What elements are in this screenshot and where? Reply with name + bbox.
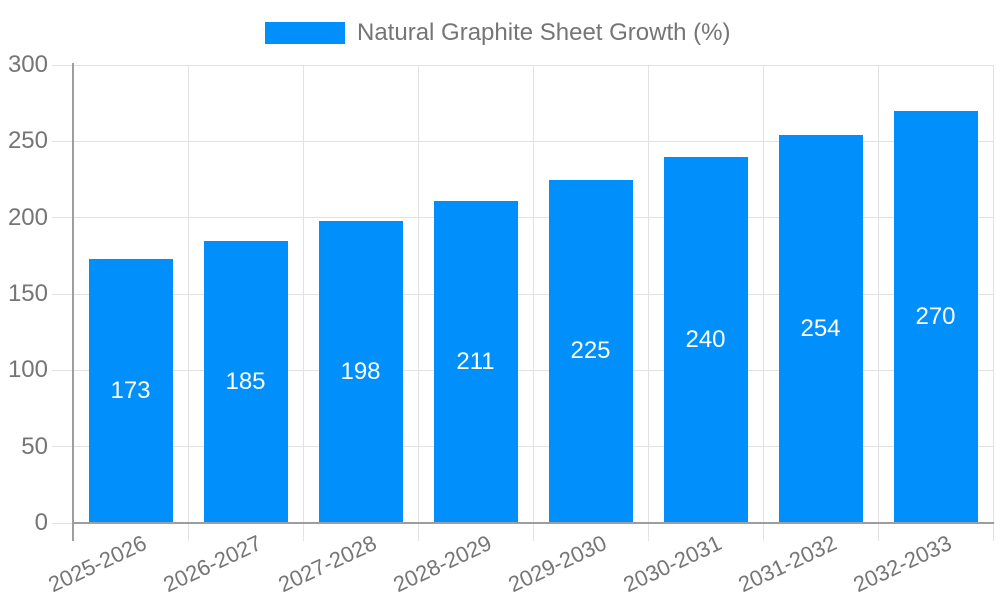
- y-axis-tick-label: 300: [7, 51, 48, 78]
- y-axis-tick: [52, 522, 73, 524]
- y-axis-tick-label: 250: [7, 127, 48, 155]
- bar-2030-2031[interactable]: 240: [663, 156, 748, 523]
- x-axis-tick: [532, 523, 534, 541]
- bar-value-label: 270: [915, 302, 956, 330]
- y-axis-tick: [52, 369, 73, 371]
- x-axis-tick: [302, 523, 304, 541]
- y-axis-tick-label: 50: [21, 432, 48, 460]
- v-gridline: [992, 65, 994, 523]
- bar-2026-2027[interactable]: 185: [203, 240, 288, 523]
- v-gridline: [532, 65, 534, 523]
- y-axis-tick: [52, 140, 73, 142]
- bar-value-label: 254: [800, 315, 841, 343]
- x-axis-tick-label: 2028-2029: [389, 530, 496, 598]
- x-axis-tick-label: 2029-2030: [504, 530, 611, 598]
- y-axis-tick-label: 0: [34, 509, 48, 536]
- y-axis-tick-label: 100: [7, 356, 48, 384]
- bar-value-label: 240: [685, 325, 726, 353]
- bar-value-label: 225: [570, 337, 611, 365]
- bar-2028-2029[interactable]: 211: [433, 200, 518, 523]
- v-gridline: [877, 65, 879, 523]
- legend-swatch[interactable]: [265, 22, 345, 44]
- x-axis-tick-label: 2027-2028: [274, 530, 381, 598]
- x-axis-line: [72, 522, 994, 524]
- x-axis-tick: [877, 523, 879, 541]
- x-axis-tick-label: 2026-2027: [159, 530, 266, 598]
- y-axis-line: [72, 63, 74, 541]
- v-gridline: [762, 65, 764, 523]
- y-axis-tick: [52, 217, 73, 219]
- x-axis-tick: [417, 523, 419, 541]
- bar-value-label: 198: [340, 357, 381, 385]
- x-axis-tick-label: 2031-2032: [734, 530, 841, 598]
- v-gridline: [187, 65, 189, 523]
- y-axis-tick-label: 150: [7, 280, 48, 307]
- x-axis-tick: [647, 523, 649, 541]
- bar-value-label: 185: [225, 367, 266, 395]
- bar-2029-2030[interactable]: 225: [548, 179, 633, 523]
- x-axis-tick-label: 2025-2026: [44, 530, 151, 598]
- bar-2025-2026[interactable]: 173: [88, 258, 173, 523]
- x-axis-tick: [762, 523, 764, 541]
- x-axis-tick: [992, 523, 994, 541]
- x-axis-tick-label: 2032-2033: [849, 530, 956, 598]
- x-axis-tick-label: 2030-2031: [619, 530, 726, 598]
- bar-2032-2033[interactable]: 270: [893, 110, 978, 523]
- v-gridline: [647, 65, 649, 523]
- bar-2031-2032[interactable]: 254: [778, 135, 863, 523]
- y-axis-tick: [52, 64, 73, 66]
- legend-label[interactable]: Natural Graphite Sheet Growth (%): [357, 19, 731, 46]
- v-gridline: [417, 65, 419, 523]
- x-axis-tick: [187, 523, 189, 541]
- v-gridline: [302, 65, 304, 523]
- bar-value-label: 173: [110, 376, 151, 404]
- y-axis-tick: [52, 446, 73, 448]
- bar-value-label: 211: [456, 347, 495, 375]
- y-axis-tick-label: 200: [7, 203, 48, 231]
- y-axis-tick: [52, 293, 73, 295]
- bar-2027-2028[interactable]: 198: [318, 220, 403, 523]
- legend: Natural Graphite Sheet Growth (%): [0, 0, 1000, 60]
